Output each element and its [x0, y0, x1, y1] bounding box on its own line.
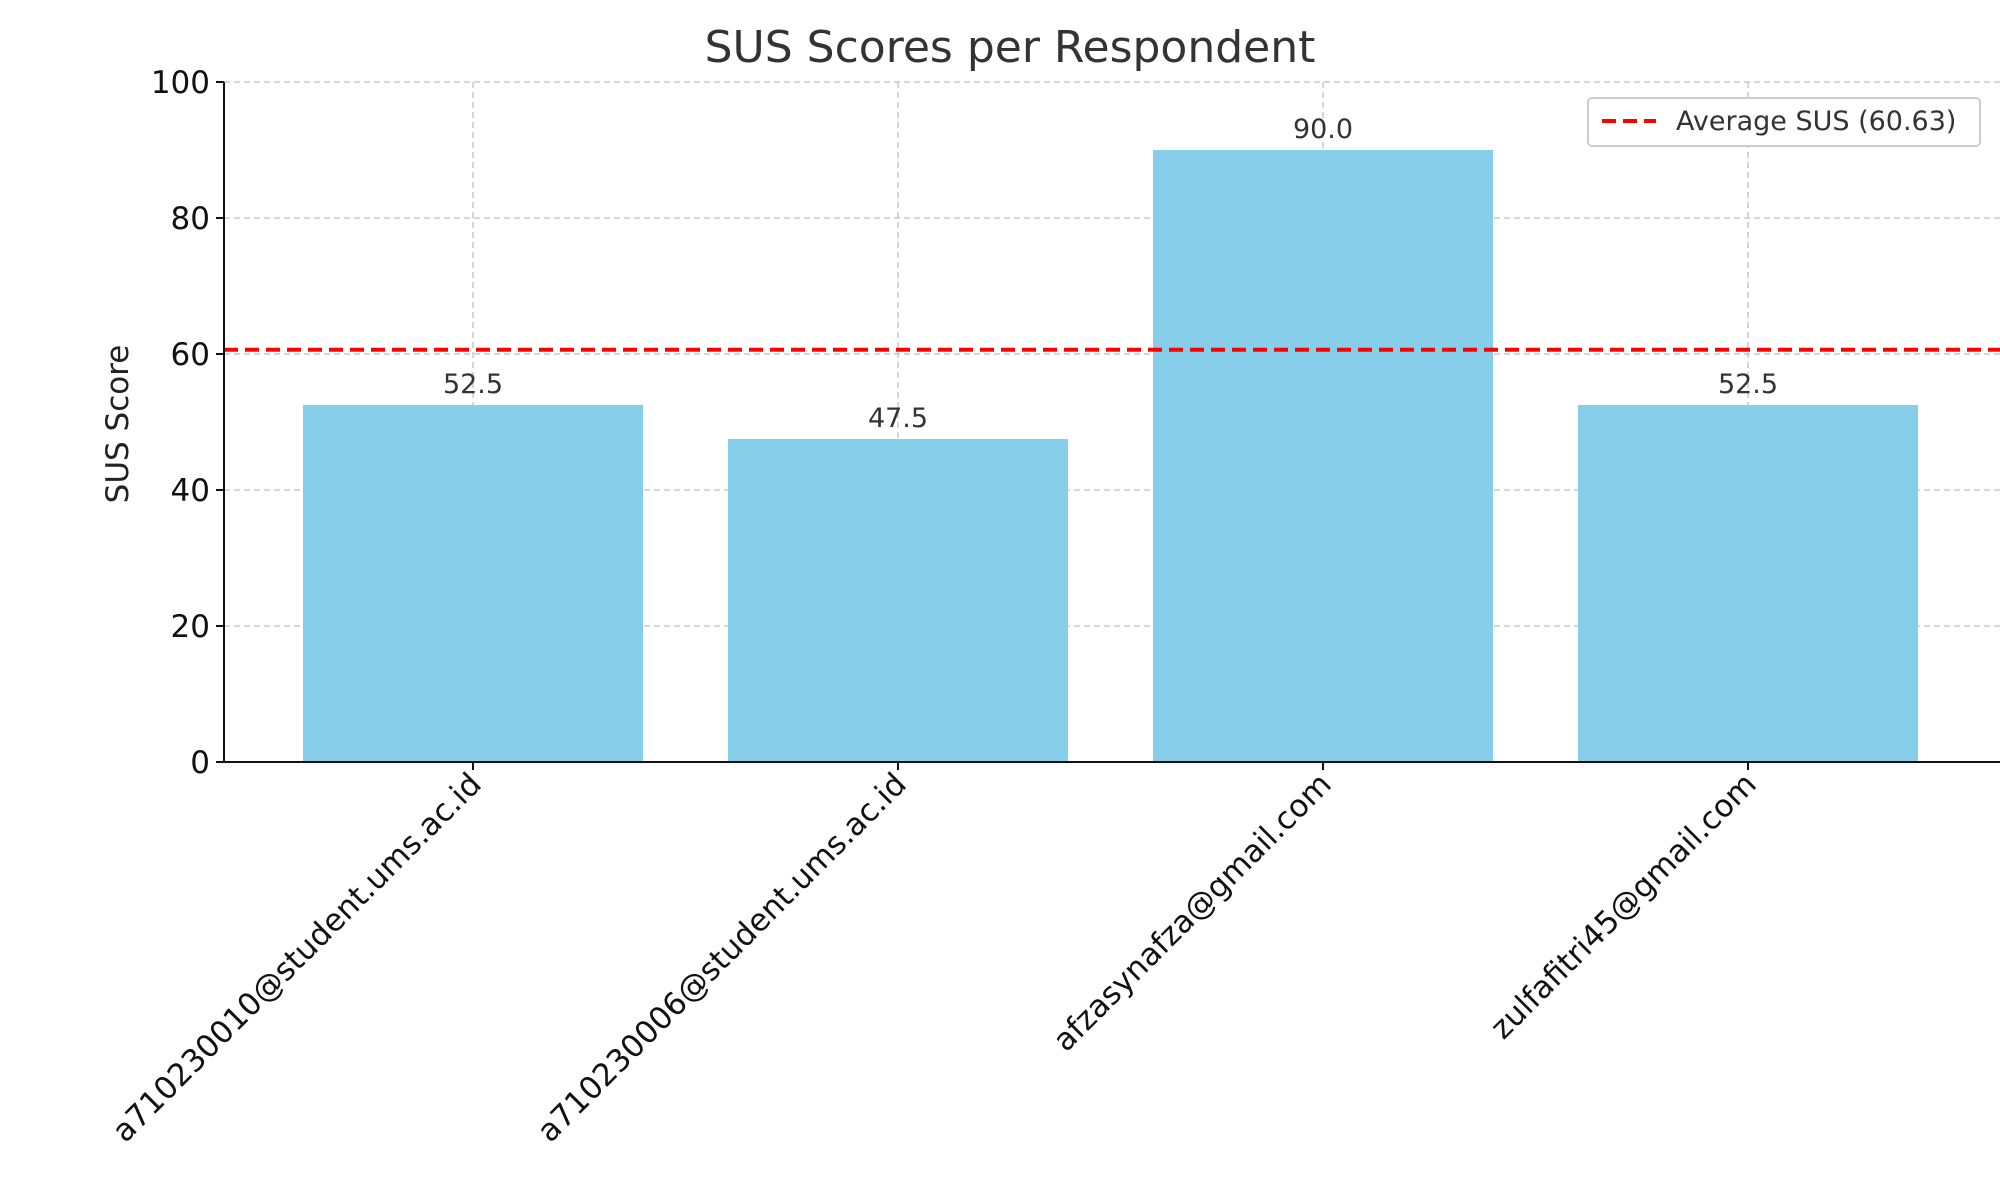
x-tick-label: a710230010@student.ums.ac.id — [105, 766, 488, 1149]
bar-value-label: 47.5 — [868, 403, 928, 434]
x-tick-label: afzasynafza@gmail.com — [1046, 766, 1339, 1059]
y-tick-label: 40 — [171, 473, 210, 509]
bar — [303, 405, 643, 762]
axes-layer — [216, 81, 2000, 770]
bar-value-label: 52.5 — [1718, 369, 1778, 400]
y-tick-label: 20 — [171, 609, 210, 645]
y-tick-label: 100 — [151, 65, 210, 101]
legend-label-average-sus: Average SUS (60.63) — [1676, 106, 1956, 137]
bar-value-label: 52.5 — [443, 369, 503, 400]
bar-value-label: 90.0 — [1293, 114, 1353, 145]
y-axis-label: SUS Score — [100, 345, 136, 504]
chart-title: SUS Scores per Respondent — [705, 22, 1316, 73]
legend-box — [1587, 97, 1981, 147]
legend: Average SUS (60.63) — [1587, 97, 1981, 147]
value-labels-layer: 52.5 47.5 90.0 52.5 — [443, 114, 1778, 434]
bar — [728, 439, 1068, 762]
y-tick-label: 60 — [171, 337, 210, 373]
x-tick-label: a710230006@student.ums.ac.id — [530, 766, 913, 1149]
bars-layer — [303, 150, 1918, 762]
x-tick-label: zulfafitri45@gmail.com — [1484, 766, 1764, 1046]
bar — [1153, 150, 1493, 762]
y-tick-label: 80 — [171, 201, 210, 237]
bar — [1578, 405, 1918, 762]
y-tick-label: 0 — [190, 745, 210, 781]
